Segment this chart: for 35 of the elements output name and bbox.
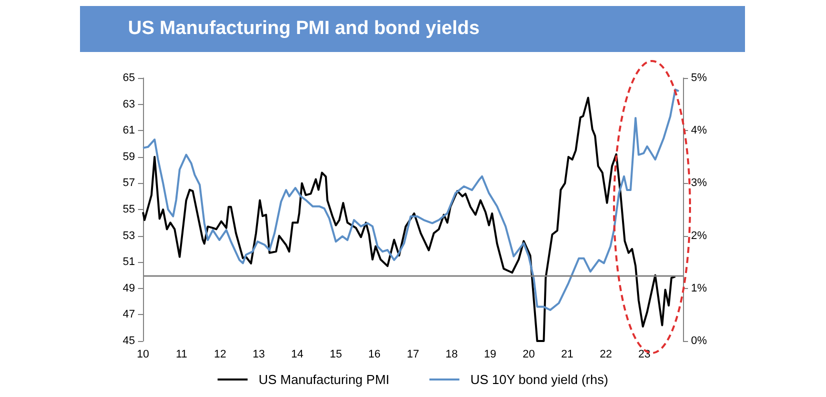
y-tick-label: 59 xyxy=(122,150,135,163)
x-tick-label: 13 xyxy=(252,348,265,360)
legend-label: US Manufacturing PMI xyxy=(258,372,390,387)
y-tick-label: 45 xyxy=(122,335,135,347)
y-tick-label: 53 xyxy=(122,230,135,242)
x-tick-label: 22 xyxy=(600,348,612,360)
chart-title: US Manufacturing PMI and bond yields xyxy=(80,6,745,52)
y-tick-label: 63 xyxy=(122,98,135,110)
y-tick-label: 49 xyxy=(122,282,135,294)
y-tick-label: 65 xyxy=(122,72,135,84)
x-tick-label: 10 xyxy=(136,348,150,360)
y2-tick-label: 3% xyxy=(691,177,708,190)
y2-tick-label: 5% xyxy=(691,72,708,84)
x-tick-label: 14 xyxy=(291,348,304,360)
x-tick-label: 18 xyxy=(445,348,458,360)
y2-tick-label: 4% xyxy=(691,124,708,137)
y-tick-label: 57 xyxy=(122,177,135,190)
line-series xyxy=(142,96,676,342)
x-tick-label: 12 xyxy=(214,348,226,360)
y2-tick-label: 1% xyxy=(691,282,708,294)
x-tick-label: 20 xyxy=(522,348,535,360)
x-tick-label: 17 xyxy=(406,348,420,360)
y2-tick-label: 2% xyxy=(691,230,708,242)
y2-tick-label: 0% xyxy=(691,335,708,347)
x-tick-label: 15 xyxy=(330,348,342,360)
y-tick-label: 51 xyxy=(122,256,135,268)
x-tick-label: 11 xyxy=(176,348,188,360)
y-tick-label: 55 xyxy=(122,204,135,216)
x-tick-label: 19 xyxy=(484,348,496,360)
x-tick-label: 21 xyxy=(561,348,574,360)
legend-label: US 10Y bond yield (rhs) xyxy=(470,372,608,387)
line-series xyxy=(142,88,680,311)
y-tick-label: 47 xyxy=(122,308,135,321)
x-tick-label: 16 xyxy=(368,348,381,360)
y-tick-label: 61 xyxy=(122,124,135,137)
